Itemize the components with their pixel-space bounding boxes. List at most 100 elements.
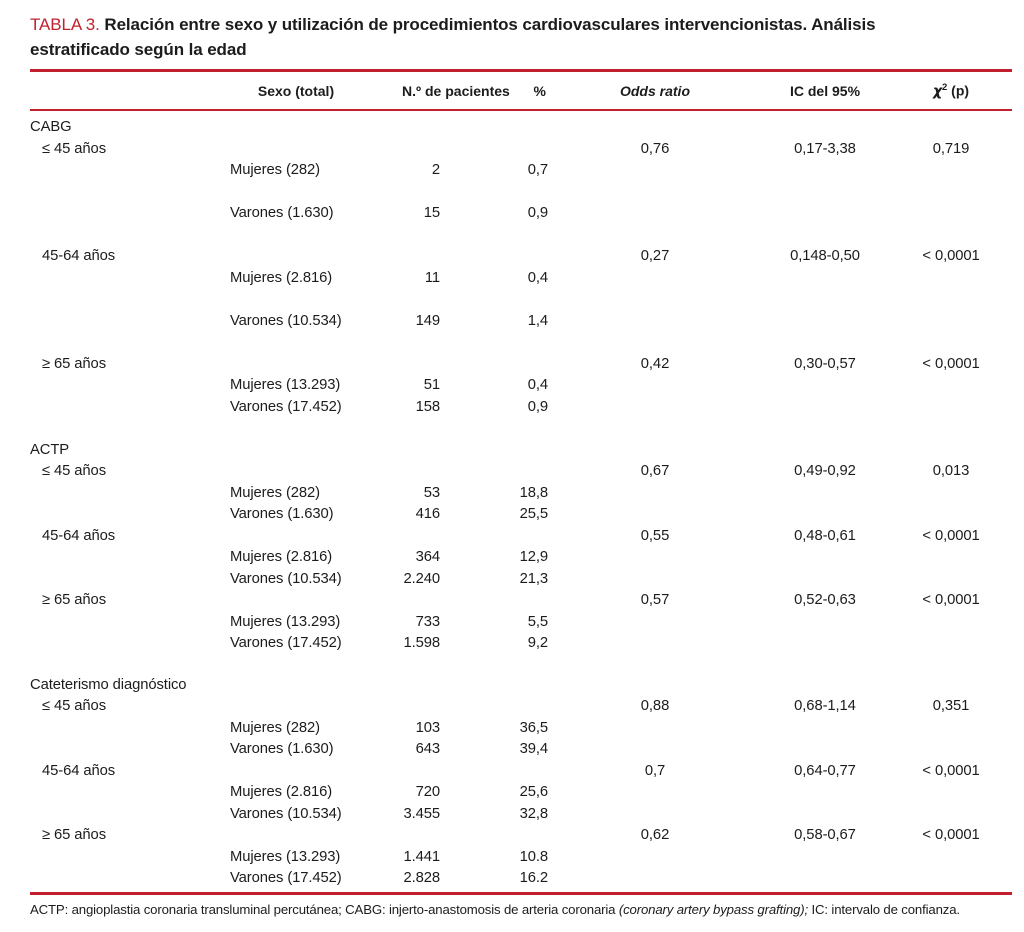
cell-sexo-total: Mujeres (13.293) [230,613,341,630]
cell-sexo-total: Mujeres (282) [230,484,320,501]
table-row: Varones (1.630) 643 39,4 [30,739,1012,761]
table-row: CABG [30,117,1012,139]
table-footnote: ACTP: angioplastia coronaria translumina… [30,902,1024,917]
cell-ic-95: 0,52-0,63 [794,592,856,609]
cell-sexo-total: Varones (10.534) [230,805,342,822]
cell-odds-ratio: 0,42 [640,355,670,372]
table-header-row: Sexo (total) N.º de pacientes % Odds rat… [30,72,1012,109]
cell-sexo-total: Varones (10.534) [230,312,342,329]
cell-pct: 36,5 [519,719,549,736]
cell-chi2-p: 0,351 [932,698,970,715]
cell-sexo-total: Mujeres (282) [230,162,320,179]
cell-odds-ratio: 0,88 [640,698,670,715]
table-row: Cateterismo diagnóstico [30,674,1012,696]
cell-pct: 0,7 [527,162,548,179]
table-row: Varones (10.534) 3.455 32,8 [30,803,1012,825]
table-row: Varones (10.534) 149 1,4 [30,310,1012,332]
cell-chi2-p: < 0,0001 [922,762,980,779]
cell-pct: 9,2 [527,635,548,652]
cell-row-label: CABG [30,119,72,136]
row-spacer [30,224,1012,246]
table-row: Varones (17.452) 2.828 16.2 [30,868,1012,890]
table-row: ≤ 45 años 0,88 0,68-1,14 0,351 [30,696,1012,718]
cell-n-pacientes: 1.598 [403,635,440,652]
cell-n-pacientes: 1.441 [403,848,440,865]
row-spacer [30,332,1012,354]
bottom-rule [30,892,1012,895]
cell-sexo-total: Varones (1.630) [230,741,334,758]
cell-pct: 10.8 [519,848,549,865]
cell-chi2-p: 0,013 [932,463,970,480]
cell-sexo-total: Mujeres (282) [230,719,320,736]
row-spacer [30,654,1012,674]
table-row: Varones (17.452) 1.598 9,2 [30,633,1012,655]
col-header-ic-95: IC del 95% [789,82,861,99]
cell-n-pacientes: 733 [415,613,440,630]
table-row: ACTP [30,439,1012,461]
cell-chi2-p: < 0,0001 [922,355,980,372]
table-row: Varones (17.452) 158 0,9 [30,396,1012,418]
cell-ic-95: 0,48-0,61 [794,527,856,544]
top-rule [30,69,1012,72]
table-row: Mujeres (13.293) 1.441 10.8 [30,846,1012,868]
cell-row-label: ACTP [30,441,70,458]
cell-sexo-total: Mujeres (2.816) [230,269,333,286]
cell-sexo-total: Mujeres (2.816) [230,549,333,566]
footnote-part1: ACTP: angioplastia coronaria translumina… [30,901,619,917]
table-number: TABLA 3. [30,15,100,34]
chi-superscript: 2 [941,82,948,93]
cell-row-label: ≤ 45 años [42,463,106,480]
table-row: Mujeres (282) 103 36,5 [30,717,1012,739]
table-row: Varones (1.630) 416 25,5 [30,504,1012,526]
cell-odds-ratio: 0,7 [644,762,666,779]
table-row: Varones (10.534) 2.240 21,3 [30,568,1012,590]
cell-row-label: ≤ 45 años [42,140,106,157]
cell-pct: 16.2 [519,870,549,887]
cell-row-label: ≥ 65 años [42,355,106,372]
table-row: ≥ 65 años 0,62 0,58-0,67 < 0,0001 [30,825,1012,847]
cell-chi2-p: < 0,0001 [922,592,980,609]
cell-pct: 25,6 [519,784,549,801]
cell-odds-ratio: 0,27 [640,248,670,265]
cell-n-pacientes: 720 [415,784,440,801]
cell-chi2-p: < 0,0001 [922,827,980,844]
cell-ic-95: 0,68-1,14 [794,698,856,715]
cell-chi2-p: 0,719 [932,140,970,157]
cell-row-label: Cateterismo diagnóstico [30,676,187,693]
row-spacer [30,289,1012,311]
cell-sexo-total: Varones (17.452) [230,635,342,652]
cell-n-pacientes: 2 [431,162,440,179]
cell-n-pacientes: 103 [415,719,440,736]
footnote-italic: (coronary artery bypass grafting); [618,901,808,917]
cell-pct: 0,4 [527,269,548,286]
table-row: ≤ 45 años 0,76 0,17-3,38 0,719 [30,138,1012,160]
table-row: Mujeres (282) 2 0,7 [30,160,1012,182]
cell-n-pacientes: 3.455 [403,805,440,822]
chi-symbol: χ [932,83,942,100]
cell-n-pacientes: 158 [415,398,440,415]
cell-row-label: ≥ 65 años [42,827,106,844]
cell-sexo-total: Mujeres (2.816) [230,784,333,801]
cell-sexo-total: Varones (10.534) [230,570,342,587]
col-header-odds-ratio: Odds ratio [619,82,690,99]
cell-pct: 12,9 [519,549,549,566]
cell-n-pacientes: 53 [423,484,440,501]
cell-ic-95: 0,58-0,67 [794,827,856,844]
col-header-pct: % [533,82,546,99]
cell-pct: 32,8 [519,805,549,822]
row-spacer [30,418,1012,440]
col-header-n-pacientes: N.º de pacientes [402,82,510,99]
table-row: Varones (1.630) 15 0,9 [30,203,1012,225]
cell-n-pacientes: 364 [415,549,440,566]
cell-sexo-total: Varones (1.630) [230,205,334,222]
table-row: ≤ 45 años 0,67 0,49-0,92 0,013 [30,461,1012,483]
cell-row-label: 45-64 años [42,527,116,544]
cell-chi2-p: < 0,0001 [922,527,980,544]
cell-odds-ratio: 0,62 [640,827,670,844]
row-spacer [30,181,1012,203]
cell-n-pacientes: 51 [423,377,440,394]
cell-ic-95: 0,64-0,77 [794,762,856,779]
cell-n-pacientes: 2.828 [403,870,440,887]
cell-n-pacientes: 643 [415,741,440,758]
